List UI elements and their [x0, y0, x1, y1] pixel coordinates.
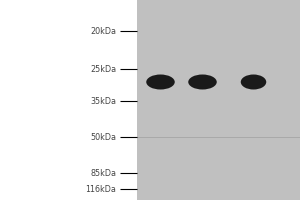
Text: 116kDa: 116kDa [85, 184, 116, 194]
Text: 25kDa: 25kDa [90, 64, 116, 73]
Ellipse shape [146, 74, 175, 90]
Ellipse shape [188, 74, 217, 90]
Text: 85kDa: 85kDa [90, 168, 116, 178]
Text: 35kDa: 35kDa [90, 97, 116, 106]
Ellipse shape [241, 74, 266, 90]
Text: 20kDa: 20kDa [90, 26, 116, 36]
Text: 50kDa: 50kDa [90, 132, 116, 142]
Bar [136, 0, 300, 200]
